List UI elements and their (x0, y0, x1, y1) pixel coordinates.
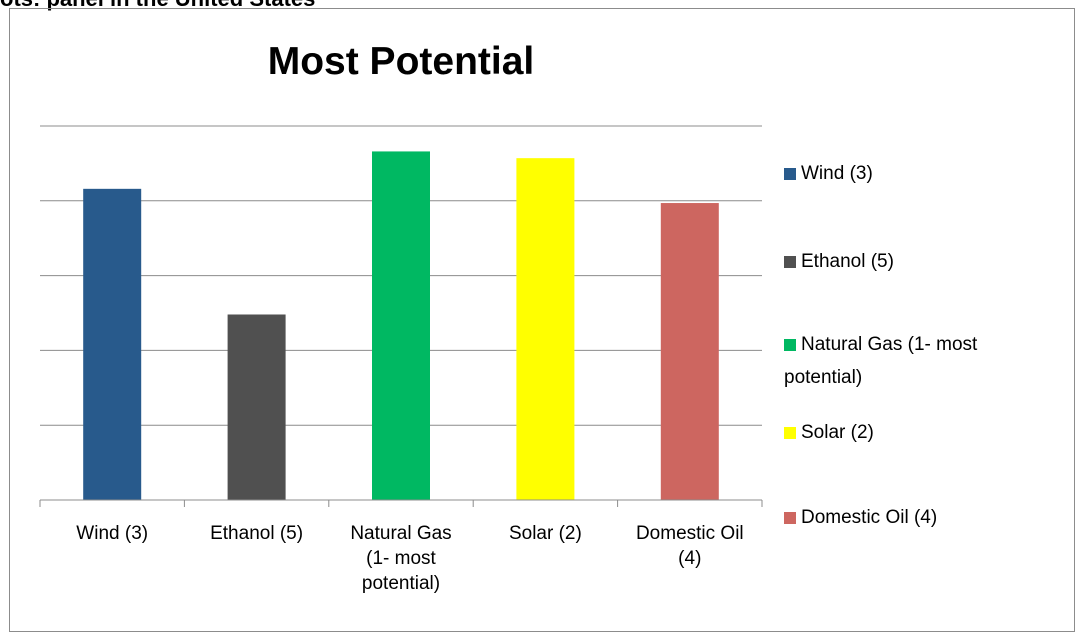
bar (372, 151, 430, 500)
legend-label: Ethanol (5) (801, 251, 894, 272)
category-label: Wind (3) (76, 523, 148, 544)
bars (83, 151, 719, 500)
legend-swatch (784, 339, 796, 351)
legend-label: Wind (3) (801, 163, 873, 184)
category-labels: Wind (3) Ethanol (5) Natural Gas (1- most po… (76, 523, 743, 594)
category-label: Domestic Oil (4) (636, 523, 744, 569)
bar (228, 314, 286, 500)
legend-swatch (784, 168, 796, 180)
legend: Wind (3) Ethanol (5) Natural Gas (1- most p… (784, 163, 978, 528)
legend-swatch (784, 512, 796, 524)
bar (661, 203, 719, 500)
bar (83, 189, 141, 500)
legend-swatch (784, 427, 796, 439)
legend-label: Domestic Oil (4) (801, 507, 937, 528)
bar (516, 158, 574, 500)
category-label: Solar (2) (509, 523, 582, 544)
legend-label: Solar (2) (801, 422, 874, 443)
x-axis (40, 500, 762, 507)
category-label: Natural Gas (1- most potential) (350, 523, 451, 594)
category-label: Ethanol (5) (210, 523, 303, 544)
legend-swatch (784, 256, 796, 268)
legend-label: Natural Gas (1- most potential) (784, 334, 978, 388)
